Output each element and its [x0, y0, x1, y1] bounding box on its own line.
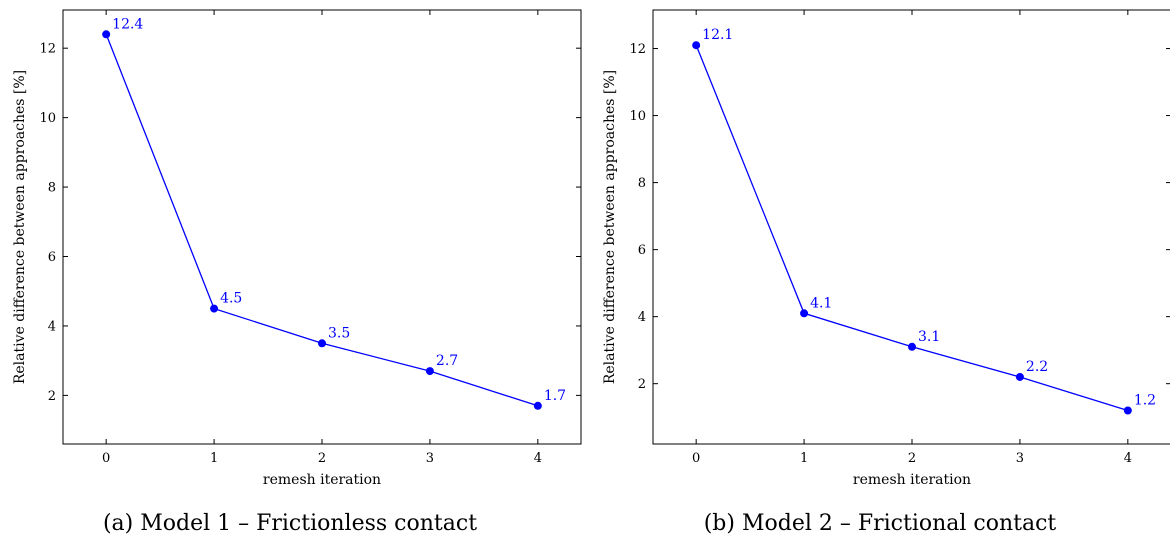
chart1-y-tick-label: 4	[48, 319, 56, 334]
chart1-data-point	[318, 339, 326, 348]
chart1-data-point	[533, 401, 542, 410]
chart1-x-axis-label: remesh iteration	[263, 472, 381, 488]
chart2-data-point	[1015, 372, 1024, 381]
chart1-data-point	[210, 304, 219, 313]
chart2-data-label: 3.1	[918, 329, 940, 345]
chart2-data-point	[800, 309, 809, 318]
chart1-y-tick-label: 8	[48, 181, 56, 196]
chart2-x-tick-label: 1	[800, 451, 808, 466]
chart2-caption: (b) Model 2 – Frictional contact	[704, 511, 1057, 536]
chart2-y-tick-label: 4	[638, 310, 646, 325]
chart1-y-tick-label: 12	[39, 42, 56, 57]
chart1-data-point	[425, 367, 434, 376]
chart1-x-tick-label: 0	[102, 451, 110, 466]
chart2-data-label: 1.2	[1134, 392, 1156, 408]
chart2-data-label: 12.1	[702, 27, 733, 43]
chart1-x-tick-label: 4	[534, 451, 542, 466]
chart2-data-point	[1123, 406, 1132, 415]
chart2-x-axis-label: remesh iteration	[853, 472, 971, 488]
chart2-x-tick-label: 0	[692, 451, 700, 466]
chart2-y-tick-label: 6	[638, 243, 646, 258]
chart2-data-label: 4.1	[810, 295, 832, 311]
chart2-x-tick-label: 3	[1016, 451, 1024, 466]
chart1-y-tick-label: 2	[48, 389, 56, 404]
chart1-x-tick-label: 2	[318, 451, 326, 466]
chart2-y-tick-label: 8	[638, 176, 646, 191]
chart2-data-point	[692, 41, 701, 50]
chart1-data-label: 2.7	[436, 353, 458, 369]
chart1-x-tick-label: 1	[210, 451, 218, 466]
chart2-y-tick-label: 2	[638, 377, 646, 392]
chart2-data-point	[908, 342, 916, 351]
chart1-data-label: 12.4	[112, 16, 143, 32]
chart2-y-tick-label: 12	[629, 42, 646, 57]
chart1-y-tick-label: 10	[39, 111, 56, 126]
chart1-data-label: 3.5	[328, 325, 350, 341]
chart2-series-line	[695, 44, 1128, 412]
chart2-data-label: 2.2	[1026, 359, 1048, 375]
chart1-data-label: 4.5	[220, 291, 242, 307]
chart1-plot-frame	[62, 9, 582, 445]
chart1-caption: (a) Model 1 – Frictionless contact	[103, 511, 477, 536]
chart2-y-axis-label: Relative difference between approaches […	[602, 70, 618, 384]
chart2-x-tick-label: 2	[908, 451, 916, 466]
chart2-plot-frame	[652, 9, 1170, 445]
chart2-y-tick-label: 10	[629, 109, 646, 124]
chart1-data-label: 1.7	[544, 388, 566, 404]
chart1-series-line	[105, 34, 538, 407]
chart1-data-point	[102, 30, 111, 39]
chart2-x-tick-label: 4	[1124, 451, 1132, 466]
chart1-y-tick-label: 6	[48, 250, 56, 265]
chart1-x-tick-label: 3	[426, 451, 434, 466]
chart1-y-axis-label: Relative difference between approaches […	[12, 70, 28, 384]
